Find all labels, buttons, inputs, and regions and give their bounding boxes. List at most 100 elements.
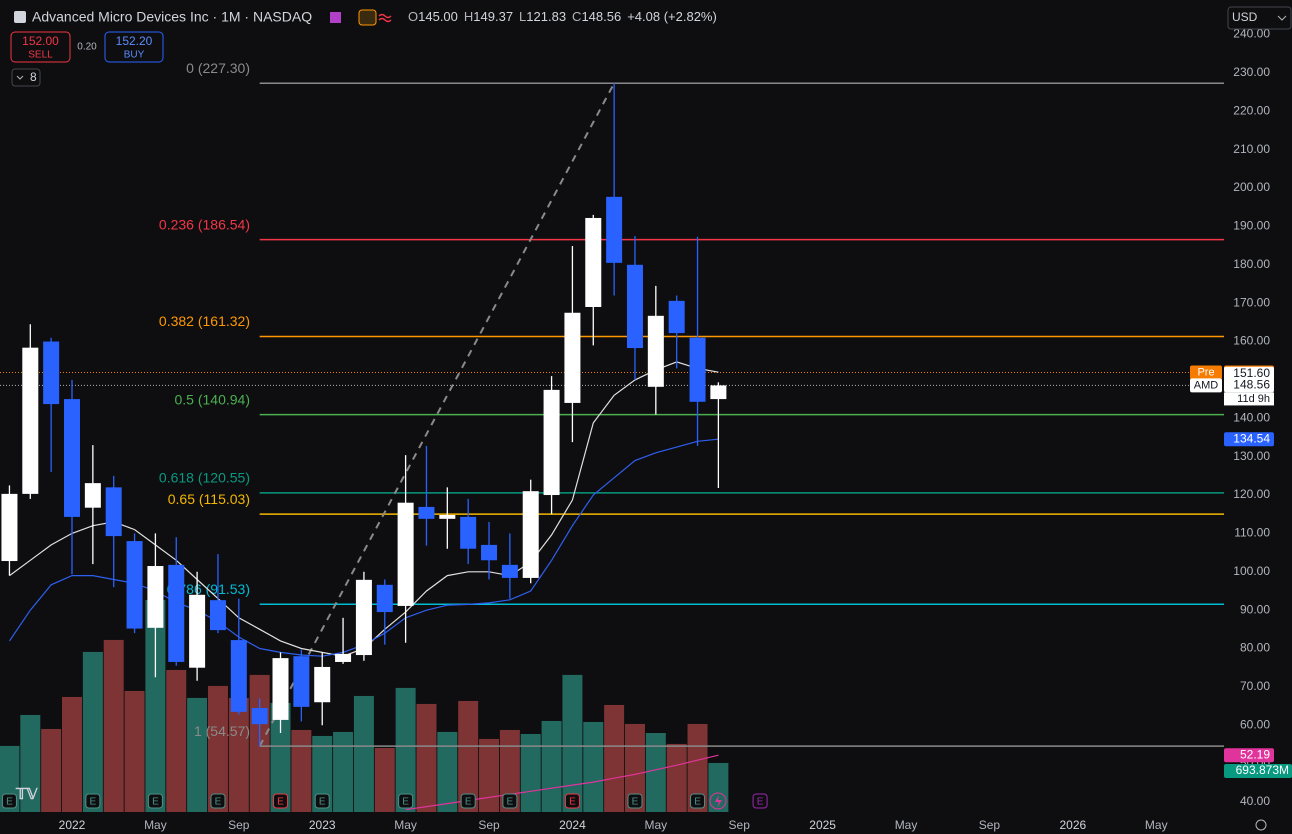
x-tick-label: Sep	[478, 818, 500, 832]
flag-icon[interactable]	[330, 12, 341, 23]
currency-dropdown[interactable]	[1227, 6, 1292, 30]
candle-body	[293, 656, 310, 707]
ohlc-legend: O145.00 H149.37 L121.83 C148.56 +4.08 (+2.82…	[408, 9, 717, 24]
fib-label: 0.65 (115.03)	[168, 491, 250, 507]
ohlc-key: O	[408, 9, 418, 24]
candle-body	[147, 566, 164, 628]
y-tick-label: 240.00	[1233, 27, 1270, 41]
y-tick-label: 140.00	[1233, 410, 1270, 424]
fib-trend	[258, 82, 616, 747]
volume-bar	[187, 697, 208, 812]
x-tick-label: May	[895, 818, 918, 832]
lightning	[715, 795, 722, 808]
y-tick-label: 170.00	[1233, 295, 1270, 309]
volume-bar	[395, 687, 416, 812]
sell-button[interactable]	[10, 31, 71, 63]
candle-body	[564, 312, 581, 403]
settings-icon[interactable]	[1255, 819, 1267, 831]
y-tick-label: 40.00	[1240, 794, 1270, 808]
y-tick-label: 80.00	[1240, 641, 1270, 655]
buy-button[interactable]	[104, 31, 164, 63]
y-tick-label: 60.00	[1240, 717, 1270, 731]
candle-body	[355, 579, 372, 656]
event-marker	[460, 793, 476, 809]
volume-bar	[458, 700, 479, 812]
x-tick-label: May	[644, 818, 667, 832]
dividend-icon[interactable]	[709, 792, 727, 810]
price-tag	[1224, 378, 1274, 393]
tag-box	[1190, 365, 1222, 380]
event-label: E	[465, 797, 472, 808]
price-tag	[1224, 748, 1274, 763]
event-marker	[314, 793, 330, 809]
event-label: E	[6, 797, 13, 808]
event-label: E	[277, 797, 284, 808]
logo	[14, 11, 26, 23]
candle-body	[501, 564, 518, 578]
volume-bar	[145, 600, 166, 812]
fib-label: 0.382 (161.32)	[159, 313, 250, 329]
y-tick-label: 130.00	[1233, 449, 1270, 463]
candle-body	[397, 502, 414, 606]
candle-body	[626, 264, 643, 349]
x-tick-label: 2022	[59, 818, 86, 832]
volume-tag-text: 693.873M	[1236, 763, 1289, 777]
y-tick-label: 110.00	[1234, 526, 1270, 540]
volume-bar	[62, 696, 83, 812]
x-tick-label: May	[1145, 818, 1168, 832]
volume-bar	[645, 732, 666, 812]
x-tick-label: 2023	[309, 818, 336, 832]
x-tick-label: May	[144, 818, 167, 832]
session-icon[interactable]	[358, 9, 377, 26]
volume-bar	[499, 729, 520, 812]
event-label: E	[569, 797, 576, 808]
event-label: E	[632, 797, 639, 808]
event-marker	[1, 793, 17, 809]
candle-body	[1, 493, 18, 562]
candle-body	[585, 217, 602, 307]
x-tick-label: May	[394, 818, 417, 832]
volume-bar	[166, 669, 187, 812]
dropdown-chevron	[1277, 15, 1287, 21]
y-tick-label: 200.00	[1233, 180, 1270, 194]
event-label: E	[507, 797, 514, 808]
volume-bar	[124, 690, 145, 812]
sub-box	[1224, 392, 1274, 406]
candle-body	[43, 341, 60, 405]
volume-bar	[20, 714, 41, 812]
y-tick-label: 190.00	[1233, 219, 1270, 233]
fib-label: 0.5 (140.94)	[175, 391, 251, 407]
candle-body	[84, 483, 101, 508]
candle-body	[418, 506, 435, 519]
x-tick-label: Sep	[729, 818, 751, 832]
volume-bar	[437, 731, 458, 812]
sell-price: 152.00	[22, 34, 59, 48]
price-tag-text: 148.56	[1233, 378, 1270, 392]
volume-tag	[1224, 763, 1292, 778]
tag-text: Pre	[1197, 366, 1214, 378]
tag-text: AMD	[1194, 379, 1219, 391]
price-tag-text: 151.60	[1233, 366, 1270, 380]
candle-body	[126, 541, 143, 629]
event-label: E	[319, 797, 326, 808]
ohlc-change: +4.08 (+2.82%)	[627, 9, 717, 24]
volume-bar	[604, 704, 625, 812]
tag-box	[1190, 378, 1222, 393]
volume-bar	[708, 762, 729, 812]
price-tag	[1224, 432, 1274, 447]
y-tick-label: 100.00	[1233, 564, 1270, 578]
candle-body	[460, 516, 477, 549]
buy-label: BUY	[124, 50, 145, 61]
candle-body	[522, 491, 539, 578]
event-label: E	[694, 797, 701, 808]
x-tick-label: 2025	[809, 818, 836, 832]
candle-body	[668, 300, 685, 334]
price-tag-text: 52.19	[1240, 747, 1270, 761]
candle-body	[376, 584, 393, 613]
indicators-toggle[interactable]	[11, 68, 41, 87]
volume-bar	[312, 735, 333, 812]
fib-label: 0.618 (120.55)	[159, 470, 250, 486]
volume-bar	[270, 702, 291, 812]
event-marker	[690, 793, 706, 809]
